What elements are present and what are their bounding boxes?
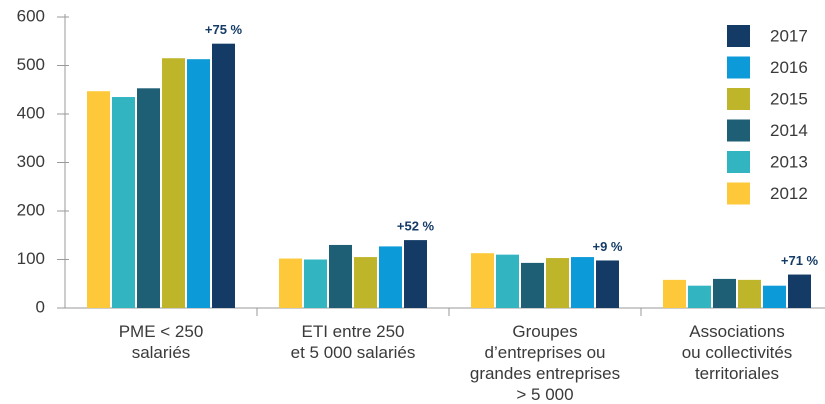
legend-swatch (727, 119, 750, 142)
bar (663, 279, 686, 308)
bar (354, 257, 377, 308)
legend-swatch (727, 151, 750, 173)
legend-label: 2013 (770, 152, 808, 171)
legend-label: 2016 (770, 58, 808, 77)
legend-label: 2017 (770, 26, 808, 45)
x-tick-line: ou collectivités (682, 343, 793, 362)
x-tick-line: d’entreprises ou (485, 343, 606, 362)
x-tick-label: ETI entre 250 et 5 000 salariés (291, 322, 416, 362)
legend-label: 2012 (770, 184, 808, 203)
y-tick-label: 300 (17, 152, 45, 171)
x-tick-line: et 5 000 salariés (291, 343, 416, 362)
annotation: +52 % (397, 219, 435, 234)
x-tick-line: PME < 250 (119, 322, 204, 341)
bar (137, 88, 160, 308)
bar (521, 262, 544, 308)
bar (738, 279, 761, 308)
x-tick-line: ETI entre 250 (301, 322, 404, 341)
bar (688, 285, 711, 308)
bar (788, 274, 811, 308)
annotation: +71 % (781, 253, 819, 268)
x-tick-line: territoriales (695, 364, 779, 383)
x-tick-line: Associations (689, 322, 784, 341)
legend-label: 2015 (770, 89, 808, 108)
bar (713, 278, 736, 308)
annotation: +75 % (205, 22, 243, 37)
bar (763, 285, 786, 308)
bar (187, 59, 210, 308)
y-tick-label: 100 (17, 249, 45, 268)
x-tick-line: Groupes (512, 322, 577, 341)
y-tick-label: 400 (17, 103, 45, 122)
bar (329, 244, 352, 308)
bar (379, 246, 402, 308)
bar (162, 58, 185, 308)
legend-swatch (727, 56, 750, 79)
x-tick-line: grandes entreprises (470, 364, 620, 383)
y-tick-label: 200 (17, 200, 45, 219)
legend-swatch (727, 25, 750, 47)
bar (304, 259, 327, 308)
x-tick-line: > 5 000 (516, 385, 573, 404)
legend-swatch (727, 182, 750, 205)
bar (596, 260, 619, 308)
bar (496, 254, 519, 308)
x-tick-label: Groupes d’entreprises ou grandes entrepris… (470, 322, 620, 404)
bar (546, 258, 569, 308)
y-tick-label: 500 (17, 55, 45, 74)
bar (112, 97, 135, 309)
x-tick-label: PME < 250 salariés (119, 322, 204, 362)
bar (212, 43, 235, 309)
bar (471, 253, 494, 308)
y-tick-label: 0 (36, 297, 45, 316)
bar (87, 91, 110, 308)
legend-swatch (727, 88, 750, 110)
bar (279, 258, 302, 308)
legend-label: 2014 (770, 121, 808, 140)
x-tick-label: Associations ou collectivités territoriale… (682, 322, 793, 383)
y-tick-label: 600 (17, 6, 45, 25)
bar (404, 240, 427, 308)
annotation: +9 % (593, 239, 623, 254)
bar (571, 257, 594, 308)
x-tick-line: salariés (132, 343, 191, 362)
